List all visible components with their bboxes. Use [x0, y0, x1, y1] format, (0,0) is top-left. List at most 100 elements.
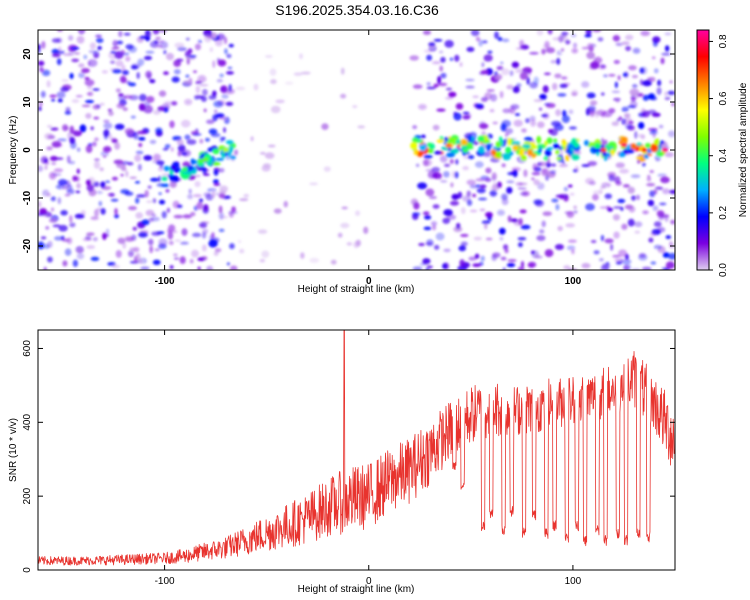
- spectrogram-noise-cell: [261, 250, 270, 258]
- spectrogram-noise-cell: [664, 91, 668, 97]
- spectrogram-noise-cell: [57, 179, 68, 186]
- spectrogram-noise-cell: [208, 128, 218, 135]
- spectrogram-signal-cell: [413, 148, 419, 156]
- spectrogram-noise-cell: [98, 200, 103, 207]
- spectrogram-noise-cell: [455, 222, 461, 230]
- spectrogram-noise-cell: [116, 103, 125, 109]
- spectrogram-peak-cell: [661, 147, 668, 153]
- spectrogram-noise-cell: [624, 204, 634, 210]
- spectrogram-noise-cell: [39, 208, 47, 215]
- spectrogram-noise-cell: [588, 104, 596, 112]
- spectrogram-noise-cell: [194, 174, 201, 178]
- spectrogram-signal-cell: [511, 141, 521, 146]
- spectrogram-noise-cell: [44, 164, 48, 170]
- spectrogram-noise-cell: [432, 204, 440, 209]
- spectrogram-noise-cell: [667, 252, 675, 260]
- spectrogram-noise-cell: [213, 168, 219, 176]
- spectrogram-noise-cell: [323, 166, 331, 172]
- spectrogram-noise-cell: [145, 70, 152, 79]
- spectrogram-noise-cell: [193, 70, 197, 73]
- spectrogram-noise-cell: [115, 88, 122, 93]
- spectrogram-noise-cell: [147, 185, 152, 189]
- spectrogram-noise-cell: [169, 240, 174, 245]
- spectrogram-noise-cell: [92, 88, 100, 91]
- spectrogram-noise-cell: [52, 224, 61, 228]
- spectrogram-noise-cell: [152, 259, 161, 266]
- spectrogram-noise-cell: [453, 112, 462, 121]
- spectrogram-noise-cell: [215, 39, 223, 47]
- spectrogram-noise-cell: [340, 67, 345, 75]
- spectrogram-noise-cell: [284, 81, 294, 85]
- spectrogram-noise-cell: [188, 55, 197, 58]
- spectrogram-noise-cell: [604, 238, 614, 244]
- spectrogram-noise-cell: [621, 258, 632, 265]
- spectrogram-noise-cell: [275, 99, 285, 104]
- spectrogram-noise-cell: [581, 46, 590, 50]
- spectrogram-noise-cell: [466, 199, 473, 206]
- spectrogram-noise-cell: [165, 188, 170, 193]
- spectrogram-noise-cell: [103, 146, 112, 153]
- spectrogram-noise-cell: [502, 267, 506, 270]
- spectrogram-noise-cell: [440, 72, 447, 79]
- spectrogram-noise-cell: [213, 109, 218, 114]
- spectrogram-noise-cell: [665, 235, 672, 240]
- spectrogram-y-tick-label: 20: [22, 48, 33, 60]
- spectrogram-noise-cell: [555, 109, 561, 117]
- spectrogram-noise-cell: [487, 50, 493, 54]
- spectrogram-signal-cell: [635, 142, 643, 146]
- spectrogram-noise-cell: [212, 60, 216, 69]
- spectrogram-noise-cell: [653, 68, 659, 74]
- spectrogram-noise-cell: [235, 86, 246, 91]
- spectrogram-noise-cell: [426, 54, 433, 61]
- spectrogram-noise-cell: [69, 141, 77, 150]
- spectrogram-noise-cell: [463, 156, 470, 159]
- spectrogram-noise-cell: [173, 257, 180, 260]
- spectrogram-noise-cell: [500, 61, 504, 65]
- spectrogram-signal-cell: [169, 164, 177, 171]
- spectrogram-noise-cell: [158, 90, 167, 97]
- spectrogram-signal-cell: [524, 137, 533, 142]
- spectrogram-noise-cell: [479, 123, 489, 129]
- spectrogram-noise-cell: [417, 182, 428, 190]
- spectrogram-noise-cell: [122, 69, 129, 76]
- spectrogram-noise-cell: [616, 118, 621, 122]
- spectrogram-noise-cell: [571, 248, 575, 255]
- spectrogram-signal-cell: [467, 135, 472, 143]
- spectrogram-noise-cell: [655, 186, 664, 190]
- spectrogram-noise-cell: [665, 261, 675, 270]
- spectrogram-noise-cell: [181, 149, 192, 157]
- spectrogram-noise-cell: [565, 223, 576, 228]
- spectrogram-noise-cell: [565, 39, 571, 45]
- spectrogram-noise-cell: [227, 66, 233, 70]
- spectrogram-noise-cell: [197, 257, 206, 262]
- spectrogram-noise-cell: [480, 69, 490, 75]
- spectrogram-noise-cell: [195, 85, 201, 94]
- spectrogram-noise-cell: [624, 34, 634, 41]
- spectrogram-noise-cell: [71, 58, 80, 63]
- spectrogram-noise-cell: [601, 182, 612, 188]
- spectrogram-noise-cell: [57, 197, 62, 205]
- spectrogram-noise-cell: [647, 174, 651, 178]
- spectrogram-noise-cell: [521, 128, 527, 133]
- spectrogram-noise-cell: [122, 241, 127, 249]
- spectrogram-noise-cell: [671, 102, 675, 107]
- spectrogram-noise-cell: [74, 213, 85, 219]
- spectrogram-noise-cell: [152, 160, 157, 164]
- spectrogram-noise-cell: [207, 188, 217, 192]
- spectrogram-noise-cell: [185, 74, 190, 78]
- spectrogram-noise-cell: [133, 131, 139, 140]
- spectrogram-noise-cell: [340, 222, 350, 229]
- spectrogram-signal-cell: [412, 137, 419, 144]
- spectrogram-noise-cell: [451, 193, 460, 200]
- spectrogram-noise-cell: [127, 161, 134, 166]
- spectrogram-noise-cell: [51, 162, 57, 165]
- spectrogram-noise-cell: [509, 70, 514, 77]
- spectrogram-noise-cell: [191, 232, 202, 238]
- spectrogram-noise-cell: [219, 215, 229, 219]
- spectrogram-noise-cell: [93, 161, 101, 169]
- spectrogram-noise-cell: [48, 217, 58, 223]
- spectrogram-noise-cell: [149, 245, 153, 254]
- spectrogram-noise-cell: [567, 239, 577, 243]
- spectrogram-noise-cell: [514, 113, 520, 116]
- spectrogram-noise-cell: [41, 69, 51, 77]
